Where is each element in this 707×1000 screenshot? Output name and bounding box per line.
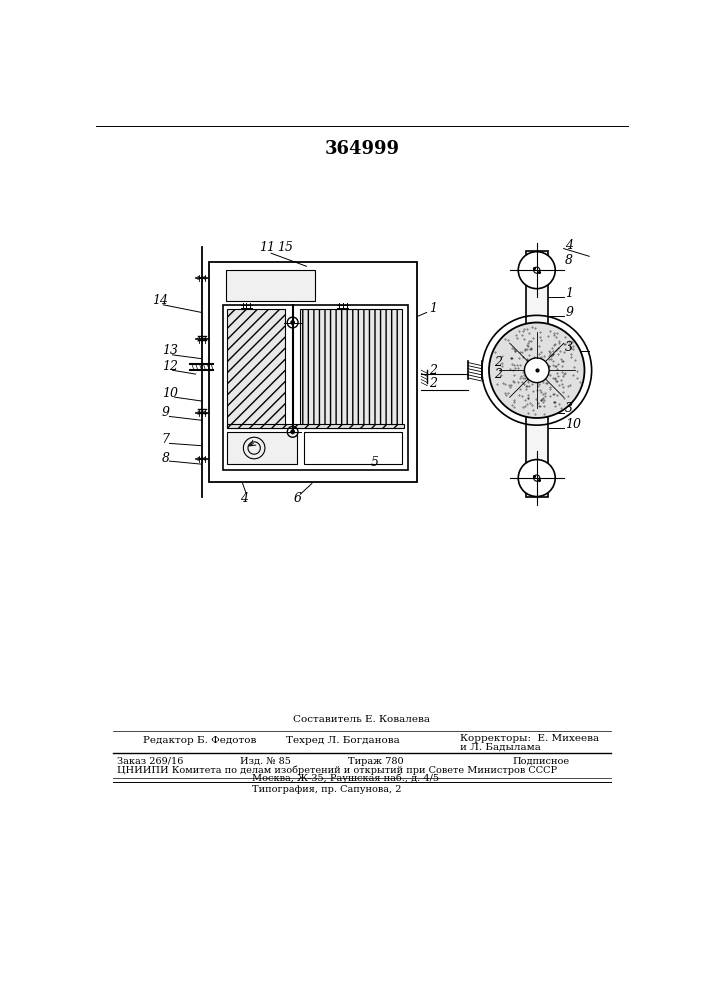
Text: 364999: 364999 [325,140,399,158]
Circle shape [518,252,555,289]
Text: Техред Л. Богданова: Техред Л. Богданова [286,736,400,745]
Text: и Л. Бадылама: и Л. Бадылама [460,742,541,751]
Circle shape [291,321,295,324]
Text: 4: 4 [565,239,573,252]
Text: 14: 14 [152,294,168,307]
Circle shape [534,267,540,273]
Circle shape [518,460,555,497]
Text: 10: 10 [565,418,581,431]
Text: 10: 10 [162,387,177,400]
Text: Типография, пр. Сапунова, 2: Типография, пр. Сапунова, 2 [252,785,402,794]
Circle shape [534,475,540,481]
Text: 6: 6 [294,492,302,505]
Polygon shape [526,251,547,497]
Text: Составитель Е. Ковалева: Составитель Е. Ковалева [293,715,431,724]
Text: 12: 12 [162,360,177,373]
Circle shape [489,323,585,418]
Text: 3: 3 [565,341,573,354]
Text: Изд. № 85: Изд. № 85 [240,757,291,766]
Text: 5: 5 [371,456,379,469]
Text: 9: 9 [162,406,170,419]
Text: Корректоры:  Е. Михеева: Корректоры: Е. Михеева [460,734,599,743]
Polygon shape [227,432,296,464]
Text: Тираж 780: Тираж 780 [348,757,404,766]
Circle shape [291,430,295,434]
Text: 13: 13 [162,344,177,358]
Text: 2: 2 [494,368,503,381]
Polygon shape [304,432,402,464]
Text: 3: 3 [565,402,573,415]
Text: ЦНИИПИ Комитета по делам изобретений и открытий при Совете Министров СССР: ЦНИИПИ Комитета по делам изобретений и о… [117,766,557,775]
Text: 1: 1 [429,302,437,315]
Text: Москва, Ж-35, Раушская наб., д. 4/5: Москва, Ж-35, Раушская наб., д. 4/5 [252,774,439,783]
Text: 15: 15 [277,241,293,254]
Polygon shape [300,309,402,428]
Text: 4: 4 [240,492,248,505]
Text: 7: 7 [162,433,170,446]
Text: 8: 8 [162,452,170,465]
Circle shape [525,358,549,383]
Text: 1: 1 [565,287,573,300]
Text: 2: 2 [429,377,437,390]
Polygon shape [227,424,404,428]
Text: Заказ 269/16: Заказ 269/16 [117,757,184,766]
Text: 9: 9 [565,306,573,319]
Text: 2: 2 [429,364,437,377]
Text: Редактор Б. Федотов: Редактор Б. Федотов [143,736,256,745]
Text: Подписное: Подписное [512,757,569,766]
Text: 11: 11 [259,241,275,254]
Polygon shape [226,270,315,301]
Text: 8: 8 [565,254,573,267]
Text: 2: 2 [494,356,503,369]
Polygon shape [227,309,285,428]
